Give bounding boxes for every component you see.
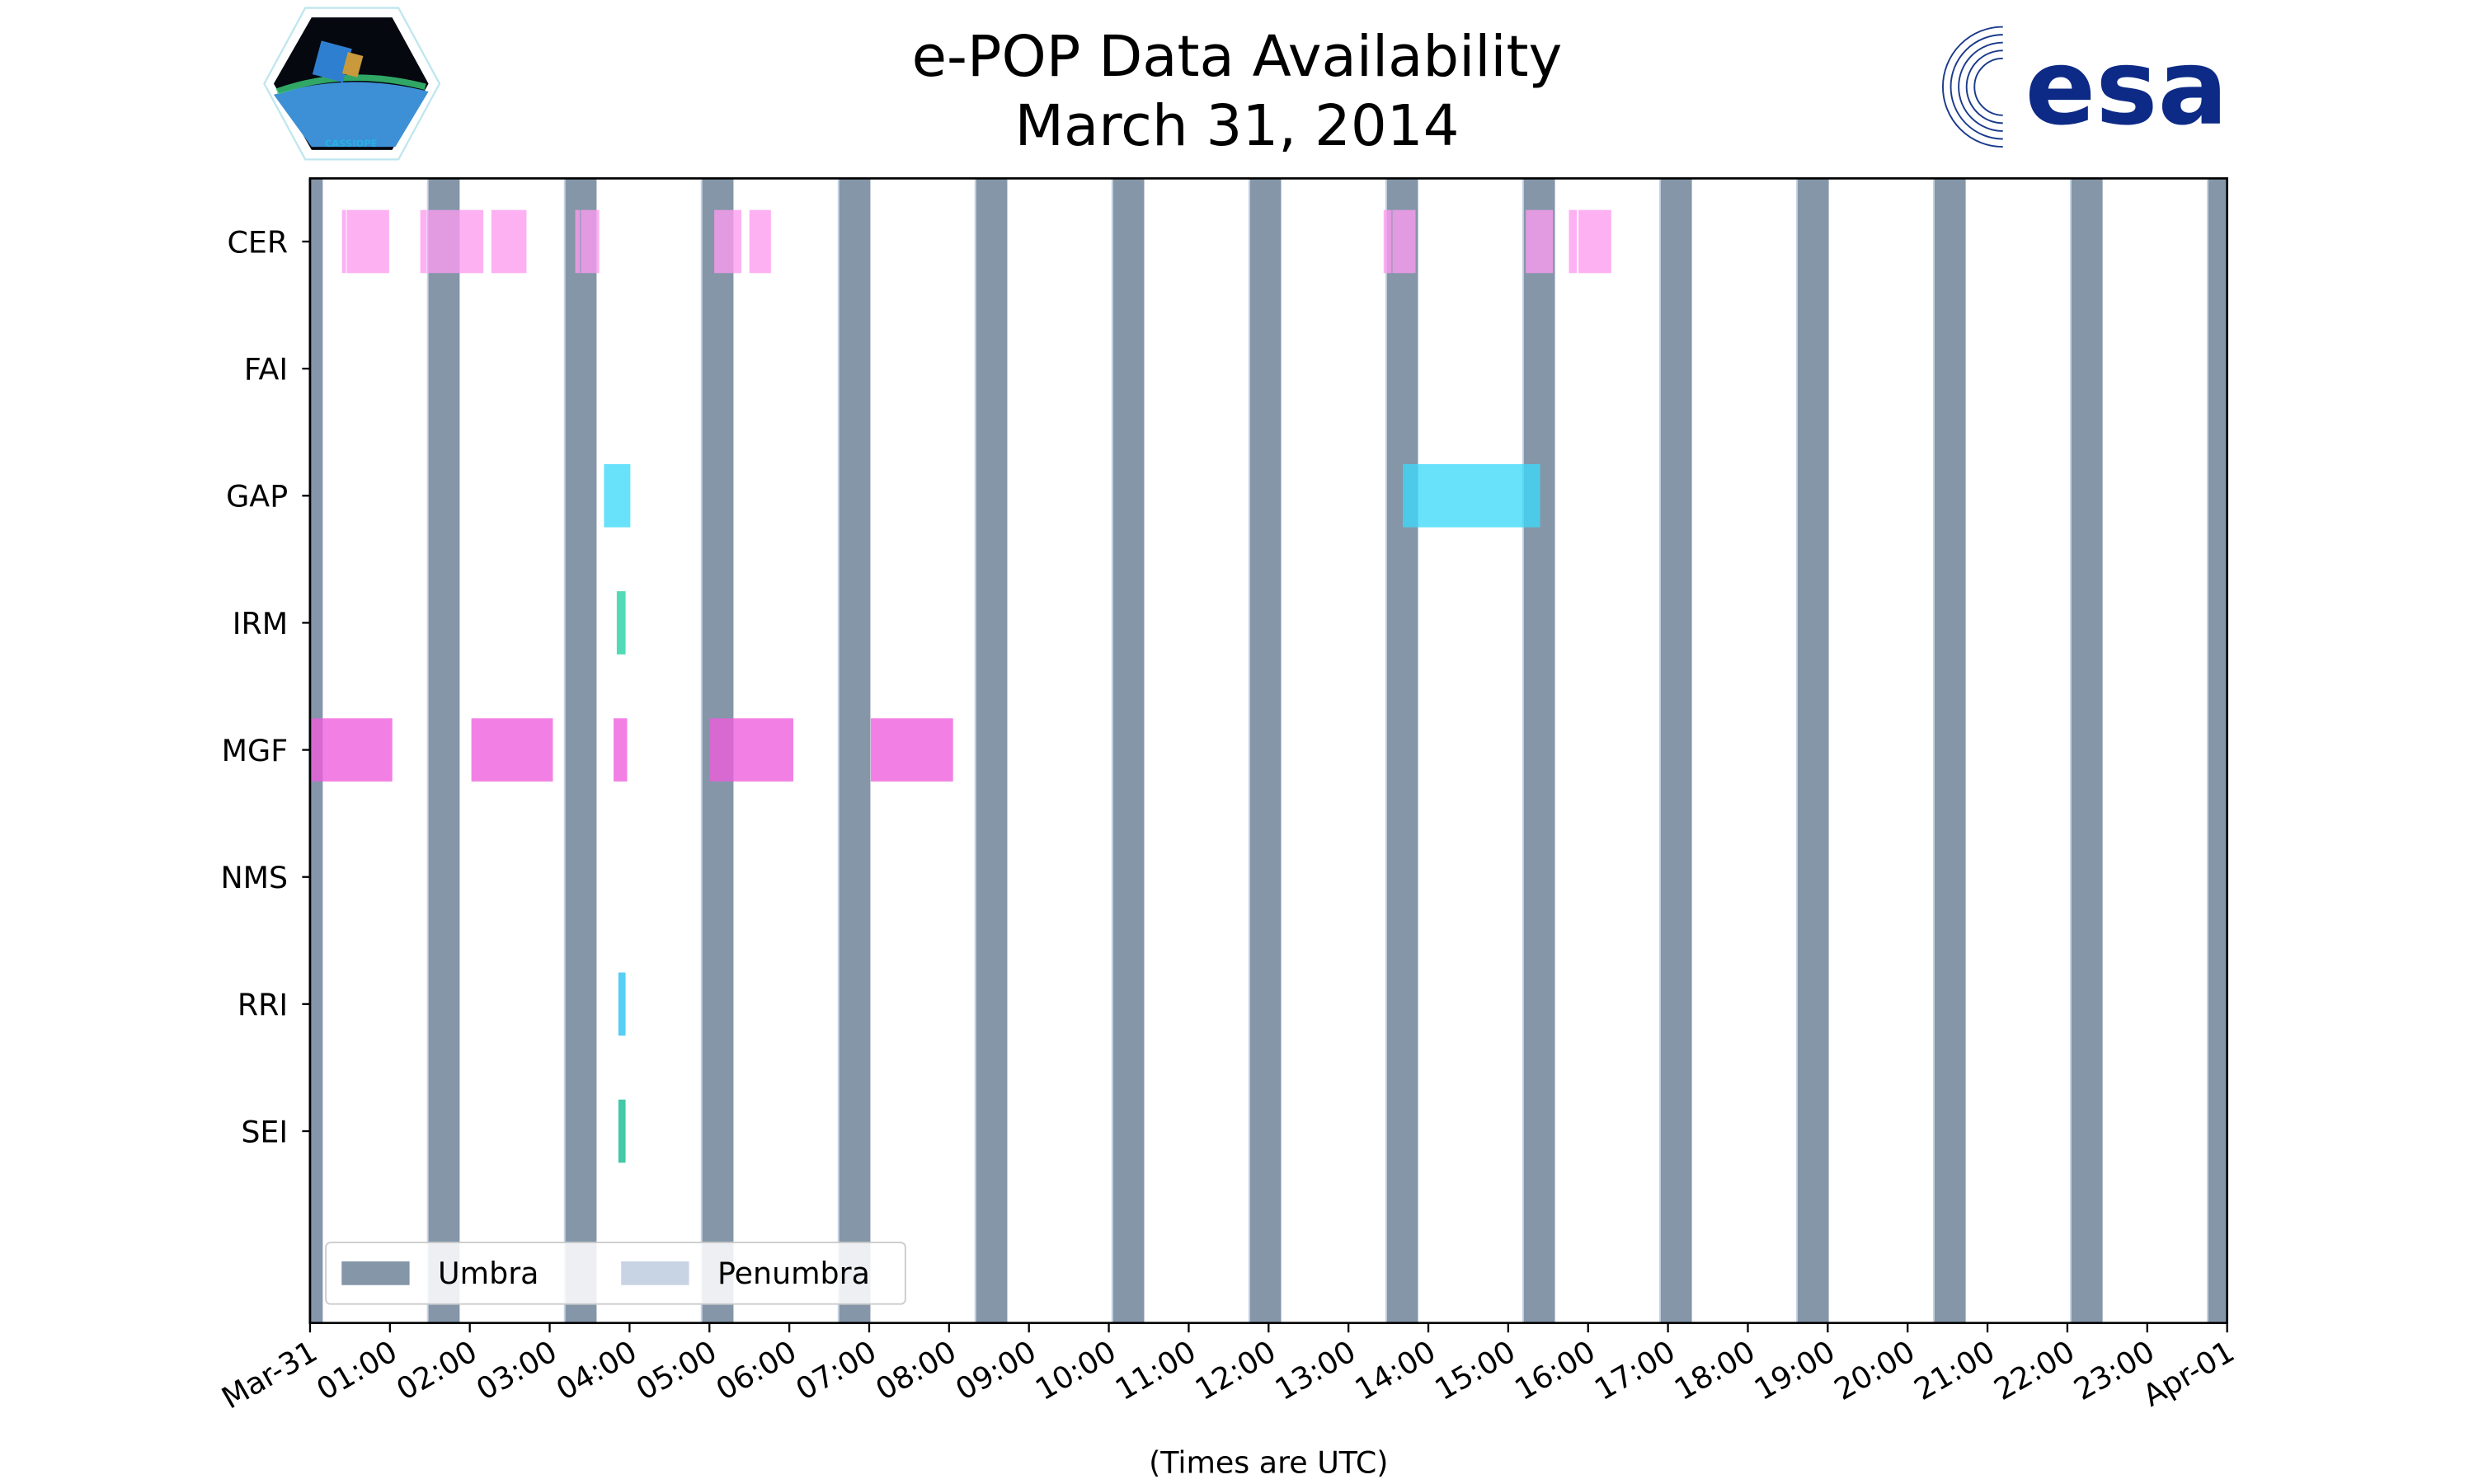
interval-bar-mgf [471,718,553,782]
x-tick-label: 19:00 [1748,1333,1841,1407]
x-tick-label: 05:00 [630,1333,722,1407]
x-tick-label: 21:00 [1908,1333,2001,1407]
interval-bar-cer [581,209,600,274]
chart-subtitle: March 31, 2014 [1015,93,1460,159]
x-tick-label: 06:00 [710,1333,802,1407]
penumbra-band [1795,178,1798,1323]
chart-title: e-POP Data Availability [912,24,1563,90]
interval-bar-cer [1383,209,1392,274]
x-tick-label: 22:00 [1988,1333,2081,1407]
umbra-band [1386,178,1418,1323]
interval-bar-irm [616,591,626,655]
x-tick-label: 14:00 [1349,1333,1442,1407]
interval-bar-cer [346,209,389,274]
y-tick-label: GAP [226,479,288,514]
interval-bar-cer [1569,209,1578,274]
interval-bar-mgf [309,718,393,782]
y-tick-label: NMS [220,860,288,895]
x-tick-label: 03:00 [470,1333,562,1407]
esa-logo: esa [1942,21,2228,152]
interval-bar-cer [1526,209,1554,274]
umbra-band [565,178,597,1323]
interval-bar-cer [420,209,427,274]
interval-bar-rri [618,972,626,1036]
x-tick-label: 12:00 [1189,1333,1282,1407]
interval-bar-cer [491,209,527,274]
umbra-band [1249,178,1282,1323]
x-tick-label: 08:00 [870,1333,962,1407]
cassiope-logo: CASSIOPE [263,7,441,161]
penumbra-band [1522,178,1524,1323]
umbra-band [2071,178,2103,1323]
legend-swatch-penumbra [621,1261,689,1285]
interval-bar-sei [618,1099,626,1163]
x-tick-label: 01:00 [311,1333,403,1407]
interval-bar-cer [1578,209,1611,274]
umbra-band [1934,178,1966,1323]
umbra-band [1112,178,1145,1323]
x-tick-label: Mar-31 [216,1333,323,1416]
interval-bar-cer [427,209,484,274]
interval-bar-cer [341,209,346,274]
interval-bar-cer [749,209,771,274]
penumbra-band [1111,178,1113,1323]
x-tick-label: 07:00 [790,1333,882,1407]
interval-bar-mgf [614,718,628,782]
umbra-band [976,178,1008,1323]
penumbra-band [700,178,703,1323]
penumbra-band [2206,178,2208,1323]
penumbra-band [974,178,976,1323]
x-axis-label: (Times are UTC) [1149,1445,1388,1481]
y-tick-label: MGF [222,733,288,768]
x-tick-label: 11:00 [1109,1333,1202,1407]
plot-area: CER FAI GAP IRM MGF NMS RRI SEI Mar-3101:0002:00… [216,177,2241,1416]
interval-bar-gap [1403,463,1540,528]
x-tick-label: Apr-01 [2137,1333,2240,1413]
interval-bar-cer [575,209,581,274]
umbra-band [839,178,871,1323]
umbra-band [428,178,460,1323]
umbra-band [1660,178,1692,1323]
cassiope-logo-text: CASSIOPE [325,138,378,149]
x-tick-label: 09:00 [949,1333,1042,1407]
umbra-band [2208,178,2227,1323]
legend [325,1242,906,1305]
x-tick-label: 20:00 [1828,1333,1921,1407]
interval-bar-mgf [870,718,953,782]
y-tick-label: FAI [244,352,288,387]
umbra-band [1797,178,1829,1323]
legend-swatch-umbra [341,1261,410,1285]
penumbra-band [1248,178,1250,1323]
interval-bar-cer [714,209,742,274]
penumbra-band [837,178,840,1323]
x-tick-label: 04:00 [550,1333,642,1407]
x-tick-label: 15:00 [1429,1333,1522,1407]
y-tick-label: CER [227,224,288,260]
penumbra-band [1658,178,1661,1323]
penumbra-band [1932,178,1935,1323]
x-tick-label: 02:00 [390,1333,482,1407]
penumbra-band [1385,178,1387,1323]
legend-label-umbra: Umbra [438,1256,539,1291]
interval-bar-mgf [709,718,793,782]
x-tick-label: 17:00 [1588,1333,1681,1407]
legend-label-penumbra: Penumbra [717,1256,870,1291]
interval-bar-cer [1392,209,1416,274]
umbra-band [1523,178,1555,1323]
penumbra-band [563,178,566,1323]
y-tick-label: IRM [233,606,288,641]
penumbra-band [426,178,429,1323]
penumbra-band [2069,178,2072,1323]
x-tick-label: 13:00 [1269,1333,1362,1407]
x-tick-label: 16:00 [1508,1333,1601,1407]
y-tick-label: SEI [241,1114,288,1149]
y-tick-label: RRI [238,987,288,1022]
esa-logo-text: esa [2025,26,2228,148]
interval-bar-gap [604,463,631,528]
x-tick-label: 18:00 [1668,1333,1761,1407]
x-tick-label: 10:00 [1029,1333,1122,1407]
